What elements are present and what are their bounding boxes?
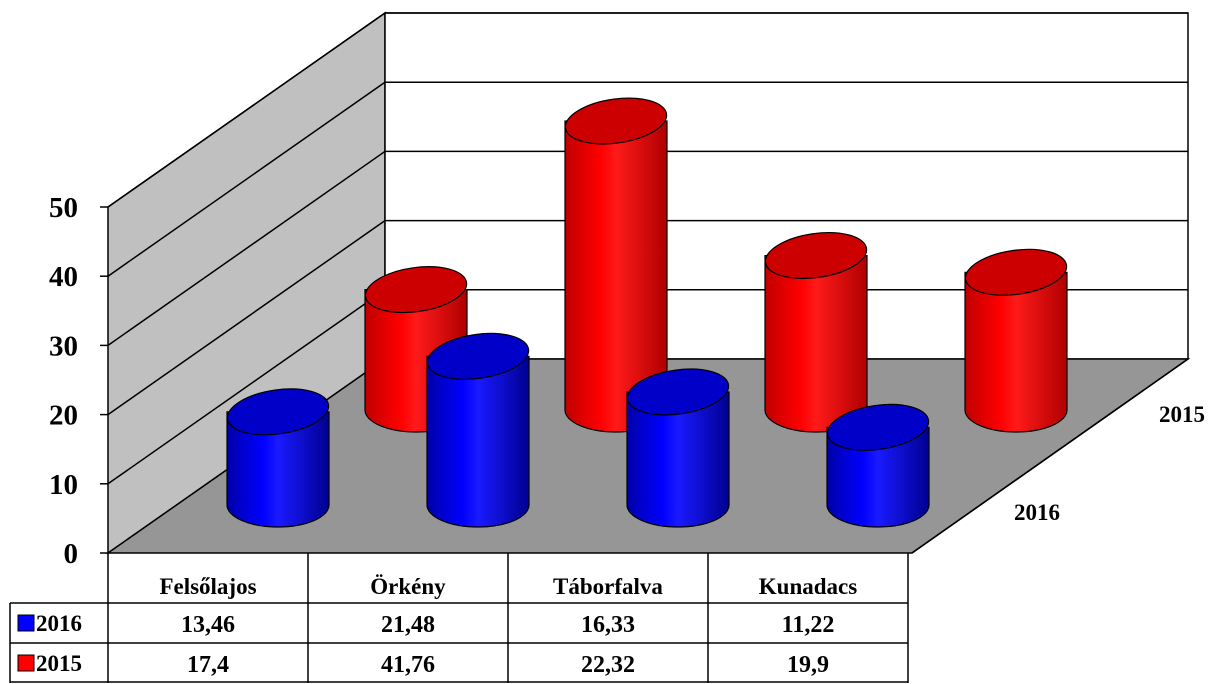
legend-key <box>17 614 35 632</box>
bar-top <box>764 232 868 280</box>
category-label: Felsőlajos <box>159 574 256 599</box>
bar-2016-3 <box>826 403 930 528</box>
depth-label: 2016 <box>1014 500 1060 525</box>
y-tick-label: 20 <box>49 400 78 432</box>
depth-label: 2015 <box>1159 402 1205 427</box>
gridline-left <box>107 81 386 277</box>
bar-2015-1 <box>564 97 668 433</box>
bar-2016-2 <box>626 368 730 528</box>
y-tick-label: 50 <box>49 192 78 224</box>
bar-2015-2 <box>764 232 868 433</box>
data-value: 13,46 <box>181 612 235 638</box>
series-name: 2016 <box>36 611 82 636</box>
bar-top <box>364 266 468 314</box>
gridline-left <box>107 289 386 485</box>
bar-top <box>626 368 730 416</box>
bar-2016-1 <box>426 332 530 528</box>
data-table: Felsőlajos Örkény Táborfalva Kunadacs 2016 13… <box>9 553 909 683</box>
bar-top <box>426 332 530 380</box>
bars <box>226 97 1068 528</box>
series-name: 2015 <box>36 651 82 676</box>
gridline-left <box>107 12 386 208</box>
bar-body <box>764 254 868 433</box>
bar-top <box>964 248 1068 296</box>
data-value: 16,33 <box>581 612 635 638</box>
category-label: Kunadacs <box>759 574 857 599</box>
legend-key <box>17 654 35 672</box>
data-value: 22,32 <box>581 652 635 678</box>
data-value: 41,76 <box>381 652 435 678</box>
y-tick-label: 0 <box>64 538 79 570</box>
data-value: 21,48 <box>381 612 435 638</box>
gridlines <box>107 12 1188 485</box>
bar-body <box>826 426 930 528</box>
bar-2015-3 <box>964 248 1068 433</box>
depth-axis <box>911 358 1189 554</box>
bar-body <box>426 355 530 528</box>
data-value: 17,4 <box>187 652 229 678</box>
gridline-left <box>107 219 386 416</box>
bar-2016-0 <box>226 388 330 528</box>
bar-body <box>964 271 1068 433</box>
y-axis-ticks: 0 10 20 30 40 50 <box>49 192 108 570</box>
bar-body <box>626 391 730 528</box>
y-tick-label: 30 <box>49 330 78 362</box>
bar-top <box>226 388 330 436</box>
depth-axis-labels: 2016 2015 <box>911 358 1205 554</box>
y-tick-label: 40 <box>49 261 78 293</box>
data-value: 11,22 <box>782 612 835 638</box>
y-tick-label: 10 <box>49 469 78 501</box>
category-label: Örkény <box>370 574 446 599</box>
bar-top <box>564 97 668 145</box>
bar-body <box>226 411 330 528</box>
bar-top <box>826 403 930 451</box>
data-value: 19,9 <box>787 652 829 678</box>
gridline-left <box>107 150 386 347</box>
category-label: Táborfalva <box>553 574 663 599</box>
